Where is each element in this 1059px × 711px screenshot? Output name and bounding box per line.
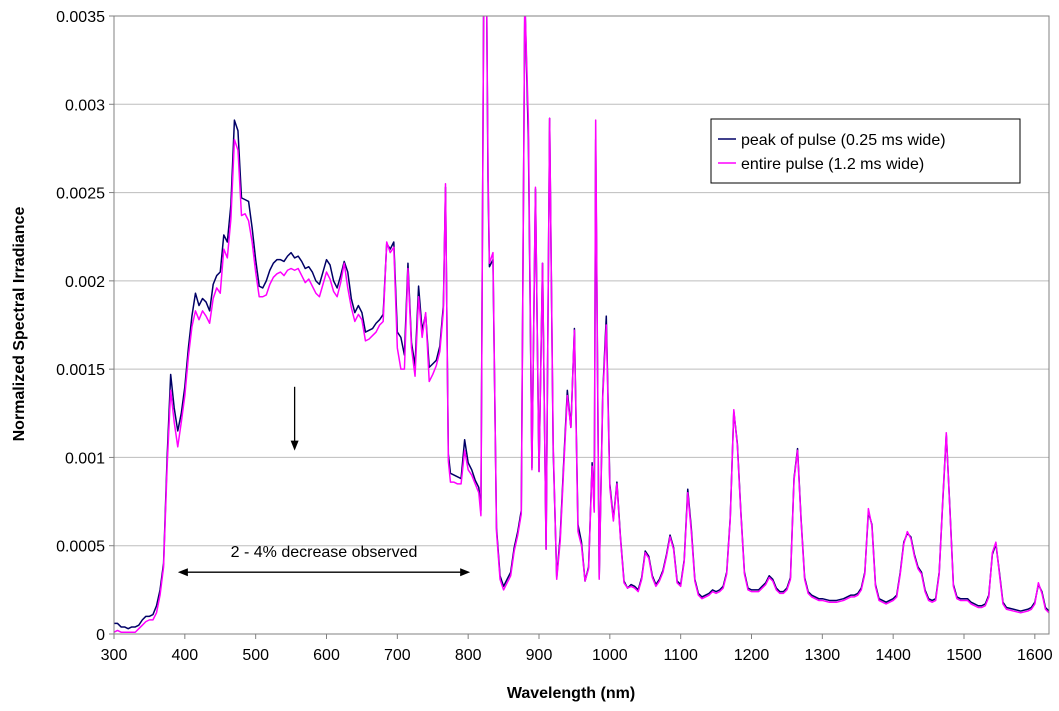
x-tick-label: 1600 <box>1017 647 1053 664</box>
x-tick-label: 900 <box>526 647 553 664</box>
annotation-text: 2 - 4% decrease observed <box>231 544 418 561</box>
x-tick-label: 1100 <box>663 647 698 664</box>
y-tick-label: 0.0005 <box>56 539 105 556</box>
x-tick-label: 1500 <box>946 647 982 664</box>
y-tick-label: 0.0035 <box>56 9 105 26</box>
x-tick-label: 1400 <box>875 647 911 664</box>
legend-label-peak: peak of pulse (0.25 ms wide) <box>741 132 946 149</box>
x-tick-label: 800 <box>455 647 482 664</box>
y-tick-label: 0 <box>96 627 105 644</box>
legend-label-entire: entire pulse (1.2 ms wide) <box>741 156 924 173</box>
annotation: 2 - 4% decrease observed <box>177 386 471 577</box>
series-layer <box>114 16 1049 633</box>
x-tick-label: 300 <box>101 647 128 664</box>
x-tick-label: 600 <box>313 647 340 664</box>
legend: peak of pulse (0.25 ms wide) entire puls… <box>710 118 1021 184</box>
y-axis-tick-labels: 0 0.0005 0.001 0.0015 0.002 0.0025 0.003 0.0035 <box>56 9 114 644</box>
gridlines <box>114 15 1049 547</box>
y-tick-label: 0.0015 <box>56 362 105 379</box>
series-line-1 <box>114 16 1049 633</box>
x-tick-label: 1300 <box>805 647 841 664</box>
x-axis-title: Wavelength (nm) <box>507 685 635 702</box>
x-tick-label: 1200 <box>734 647 770 664</box>
plot-area-frame <box>113 15 1050 635</box>
x-tick-label: 700 <box>384 647 411 664</box>
x-tick-label: 1000 <box>592 647 628 664</box>
legend-box <box>710 118 1021 184</box>
x-axis-tick-labels: 300 400 500 600 700 800 900 1000 1100 1200 1300 140… <box>101 634 1053 664</box>
y-tick-label: 0.003 <box>65 97 105 114</box>
x-tick-label: 500 <box>242 647 269 664</box>
x-tick-label: 400 <box>171 647 198 664</box>
y-tick-label: 0.0025 <box>56 186 105 203</box>
y-axis-title: Normalized Spectral Irradiance <box>11 207 28 442</box>
y-tick-label: 0.001 <box>65 450 105 467</box>
y-tick-label: 0.002 <box>65 274 105 291</box>
series-line-0 <box>114 16 1049 630</box>
